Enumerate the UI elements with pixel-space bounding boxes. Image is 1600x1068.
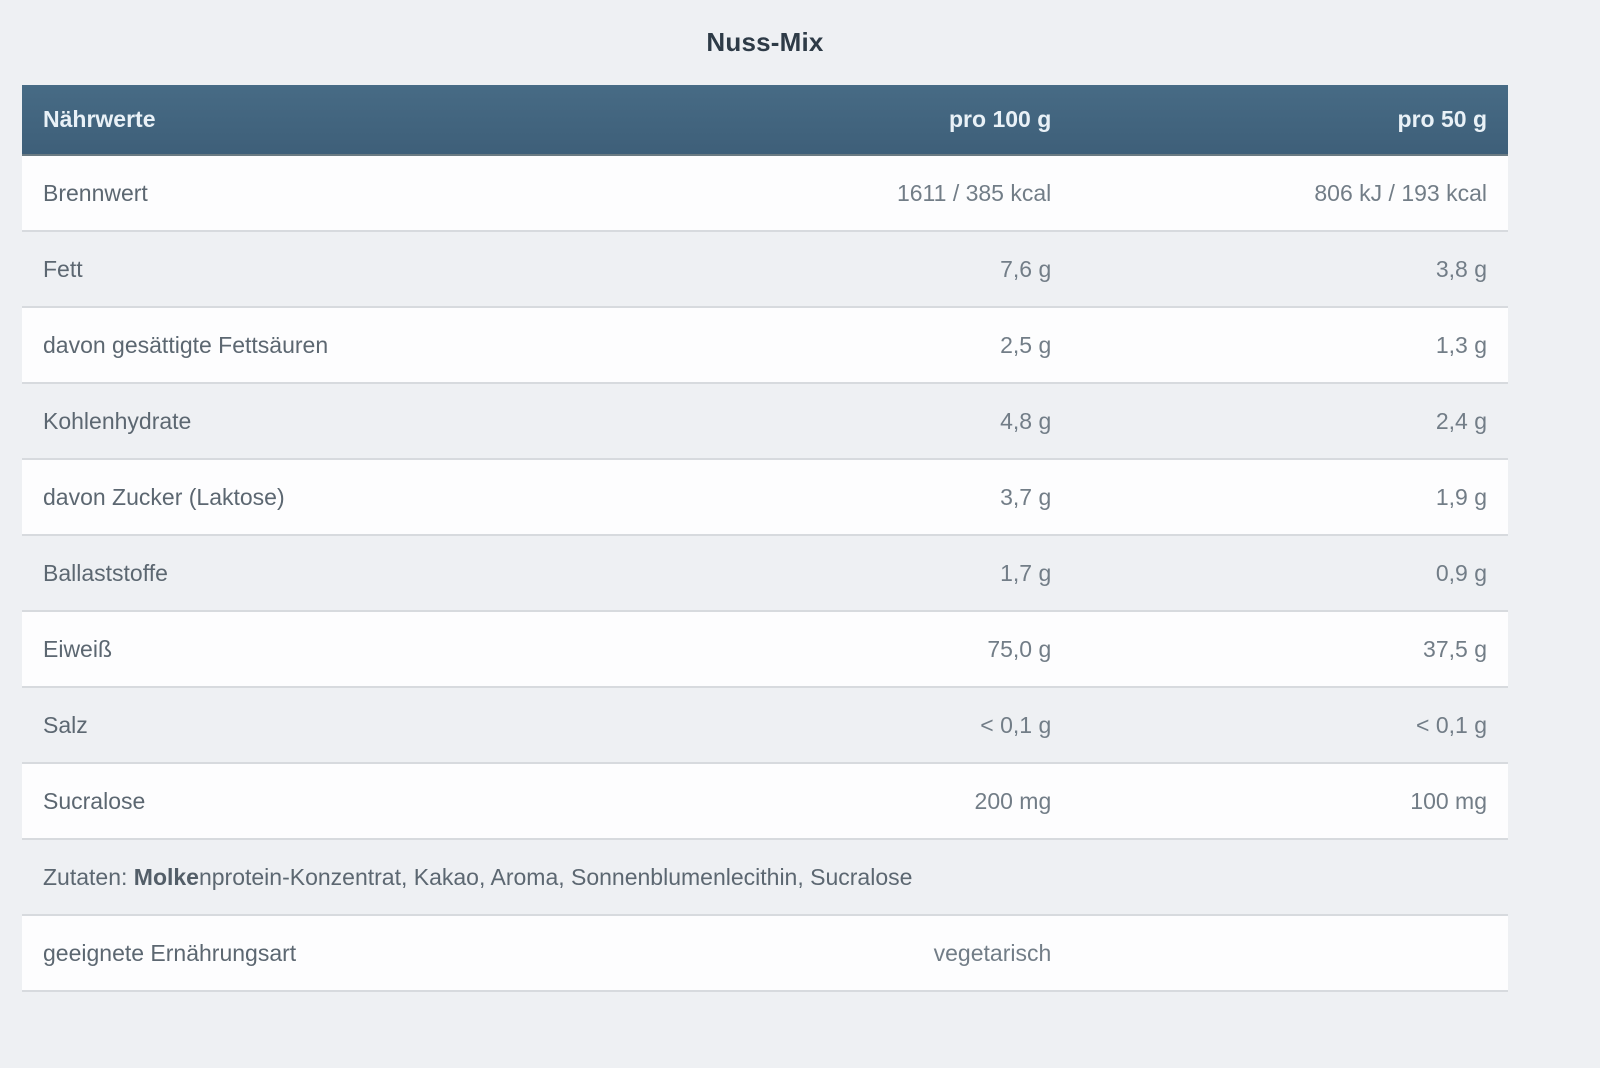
row-label: Eiweiß <box>22 611 691 688</box>
table-row: Eiweiß 75,0 g 37,5 g <box>22 611 1508 688</box>
header-per-100g: pro 100 g <box>690 85 1054 156</box>
table-row: Sucralose 200 mg 100 mg <box>22 763 1508 840</box>
row-value-50g: 0,9 g <box>1053 535 1508 612</box>
title-bar: Nuss-Mix <box>22 0 1508 85</box>
row-value-100g: 7,6 g <box>690 231 1054 308</box>
row-label: Ballaststoffe <box>22 535 691 612</box>
product-title: Nuss-Mix <box>706 27 824 57</box>
row-value-100g: 3,7 g <box>690 459 1054 536</box>
ingredients-bold-part: Molke <box>133 863 199 890</box>
row-value-100g: 75,0 g <box>690 611 1054 688</box>
row-label: Fett <box>22 231 691 308</box>
row-label: Salz <box>22 687 691 764</box>
header-per-50g: pro 50 g <box>1053 85 1508 156</box>
header-nutrients: Nährwerte <box>22 85 691 156</box>
ingredients-text: Zutaten: Molkenprotein-Konzentrat, Kakao… <box>22 839 1508 916</box>
row-value-50g: 100 mg <box>1053 763 1508 840</box>
table-row: Ballaststoffe 1,7 g 0,9 g <box>22 535 1508 612</box>
ingredients-prefix: Zutaten: <box>43 863 134 890</box>
row-value-50g: 37,5 g <box>1053 611 1508 688</box>
row-value-50g: < 0,1 g <box>1053 687 1508 764</box>
row-label: davon Zucker (Laktose) <box>22 459 691 536</box>
row-value-100g: 200 mg <box>690 763 1054 840</box>
ingredients-row: Zutaten: Molkenprotein-Konzentrat, Kakao… <box>22 839 1508 916</box>
diet-label: geeignete Ernährungsart <box>22 915 691 992</box>
row-value-50g: 806 kJ / 193 kcal <box>1053 155 1508 232</box>
table-row: davon gesättigte Fettsäuren 2,5 g 1,3 g <box>22 307 1508 384</box>
row-label: Kohlenhydrate <box>22 383 691 460</box>
row-value-100g: 1,7 g <box>690 535 1054 612</box>
table-header-row: Nährwerte pro 100 g pro 50 g <box>22 85 1508 156</box>
row-value-50g: 3,8 g <box>1053 231 1508 308</box>
table-row: davon Zucker (Laktose) 3,7 g 1,9 g <box>22 459 1508 536</box>
row-value-50g: 1,3 g <box>1053 307 1508 384</box>
diet-row: geeignete Ernährungsart vegetarisch <box>22 915 1508 992</box>
row-value-100g: < 0,1 g <box>690 687 1054 764</box>
diet-value: vegetarisch <box>690 915 1054 992</box>
row-value-100g: 2,5 g <box>690 307 1054 384</box>
row-value-50g: 1,9 g <box>1053 459 1508 536</box>
diet-empty-cell <box>1053 915 1508 992</box>
row-value-50g: 2,4 g <box>1053 383 1508 460</box>
table-row: Fett 7,6 g 3,8 g <box>22 231 1508 308</box>
row-label: davon gesättigte Fettsäuren <box>22 307 691 384</box>
row-value-100g: 1611 / 385 kcal <box>690 155 1054 232</box>
ingredients-rest: nprotein-Konzentrat, Kakao, Aroma, Sonne… <box>198 863 913 890</box>
row-label: Sucralose <box>22 763 691 840</box>
table-row: Salz < 0,1 g < 0,1 g <box>22 687 1508 764</box>
row-value-100g: 4,8 g <box>690 383 1054 460</box>
table-row: Brennwert 1611 / 385 kcal 806 kJ / 193 k… <box>22 155 1508 232</box>
nutrition-table: Nährwerte pro 100 g pro 50 g Brennwert 1… <box>22 85 1508 992</box>
table-row: Kohlenhydrate 4,8 g 2,4 g <box>22 383 1508 460</box>
row-label: Brennwert <box>22 155 691 232</box>
